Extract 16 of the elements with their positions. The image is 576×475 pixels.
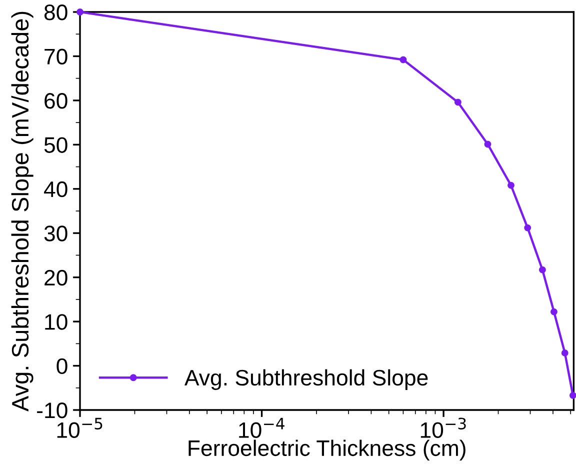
y-tick-label: 20 [44,270,68,286]
y-tick-label: 30 [44,226,68,242]
legend-label: Avg. Subthreshold Slope [184,369,428,390]
x-tick-label: 10$^{−4}$ [239,418,284,438]
y-tick-label: -10 [37,402,68,418]
y-tick-label: 10 [45,314,68,330]
y-tick-label: 40 [44,181,68,198]
y-axis-title: Avg. Subthreshold Slope (mV/decade) [11,12,34,412]
y-tick-label: 60 [44,92,68,109]
y-tick-label: 0 [56,358,68,374]
y-tick-label: 70 [44,48,68,64]
x-tick-label: 10$^{−5}$ [57,418,102,438]
x-tick-label: 10$^{−3}$ [420,418,466,438]
x-axis-title: Ferroelectric Thickness (cm) [188,440,466,460]
y-tick-label: 80 [44,4,68,20]
y-tick-label: 50 [44,137,68,153]
